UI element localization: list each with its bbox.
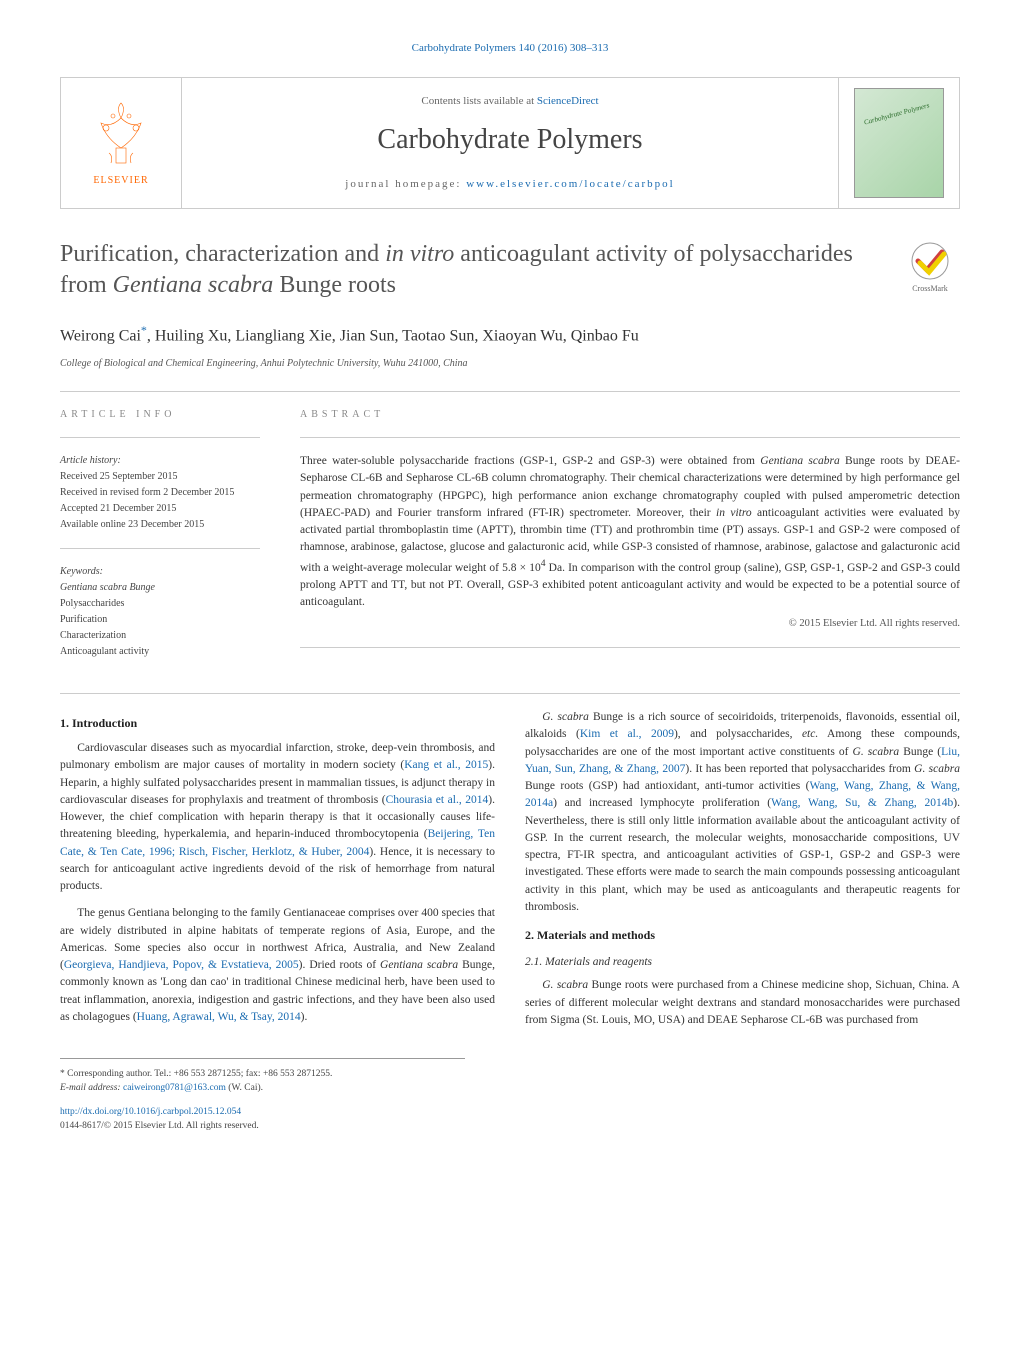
authors-list: Weirong Cai*, Huiling Xu, Liangliang Xie…	[60, 321, 960, 348]
divider	[300, 647, 960, 648]
elsevier-tree-icon	[91, 98, 151, 168]
citation-link[interactable]: Carbohydrate Polymers 140 (2016) 308–313	[412, 42, 609, 54]
paragraph: Cardiovascular diseases such as myocardi…	[60, 740, 495, 895]
section-1-heading: 1. Introduction	[60, 714, 495, 732]
paragraph: G. scabra Bunge is a rich source of seco…	[525, 709, 960, 916]
subsection-21-heading: 2.1. Materials and reagents	[525, 954, 960, 971]
doi-block: http://dx.doi.org/10.1016/j.carbpol.2015…	[60, 1105, 960, 1134]
publisher-logo-area: ELSEVIER	[61, 78, 181, 208]
journal-cover-thumbnail	[854, 88, 944, 198]
divider	[300, 437, 960, 438]
article-title: Purification, characterization and in vi…	[60, 239, 880, 301]
corresponding-author-footnote: * Corresponding author. Tel.: +86 553 28…	[60, 1058, 465, 1096]
divider	[60, 391, 960, 392]
abstract-text: Three water-soluble polysaccharide fract…	[300, 453, 960, 611]
section-2-heading: 2. Materials and methods	[525, 926, 960, 944]
publisher-name: ELSEVIER	[93, 173, 148, 188]
citation-link[interactable]: Chourasia et al., 2014	[386, 794, 489, 806]
paragraph: The genus Gentiana belonging to the fami…	[60, 905, 495, 1026]
sciencedirect-link[interactable]: ScienceDirect	[537, 95, 599, 107]
journal-name: Carbohydrate Polymers	[377, 119, 642, 161]
homepage-link[interactable]: www.elsevier.com/locate/carbpol	[466, 178, 675, 190]
article-info-label: ARTICLE INFO	[60, 407, 260, 422]
citation-link[interactable]: Kang et al., 2015	[404, 759, 488, 771]
citation-header: Carbohydrate Polymers 140 (2016) 308–313	[60, 40, 960, 57]
divider	[60, 548, 260, 549]
journal-header-box: ELSEVIER Contents lists available at Sci…	[60, 77, 960, 209]
citation-link[interactable]: Georgieva, Handjieva, Popov, & Evstatiev…	[64, 959, 299, 971]
svg-text:CrossMark: CrossMark	[912, 284, 948, 293]
article-history: Article history: Received 25 September 2…	[60, 453, 260, 533]
abstract-label: ABSTRACT	[300, 407, 960, 422]
crossmark-icon[interactable]: CrossMark	[900, 239, 960, 299]
main-content: 1. Introduction Cardiovascular diseases …	[60, 709, 960, 1038]
paragraph: G. scabra Bunge roots were purchased fro…	[525, 977, 960, 1029]
keywords-block: Keywords: Gentiana scabra Bunge Polysacc…	[60, 564, 260, 660]
divider	[60, 437, 260, 438]
contents-lists-line: Contents lists available at ScienceDirec…	[421, 93, 598, 110]
email-link[interactable]: caiweirong0781@163.com	[123, 1083, 226, 1093]
citation-link[interactable]: Huang, Agrawal, Wu, & Tsay, 2014	[137, 1011, 301, 1023]
citation-link[interactable]: Kim et al., 2009	[580, 728, 674, 740]
homepage-line: journal homepage: www.elsevier.com/locat…	[345, 176, 674, 193]
divider	[60, 693, 960, 694]
citation-link[interactable]: Wang, Wang, Su, & Zhang, 2014b	[771, 797, 953, 809]
affiliation: College of Biological and Chemical Engin…	[60, 356, 960, 371]
doi-link[interactable]: http://dx.doi.org/10.1016/j.carbpol.2015…	[60, 1107, 241, 1117]
abstract-copyright: © 2015 Elsevier Ltd. All rights reserved…	[300, 616, 960, 632]
